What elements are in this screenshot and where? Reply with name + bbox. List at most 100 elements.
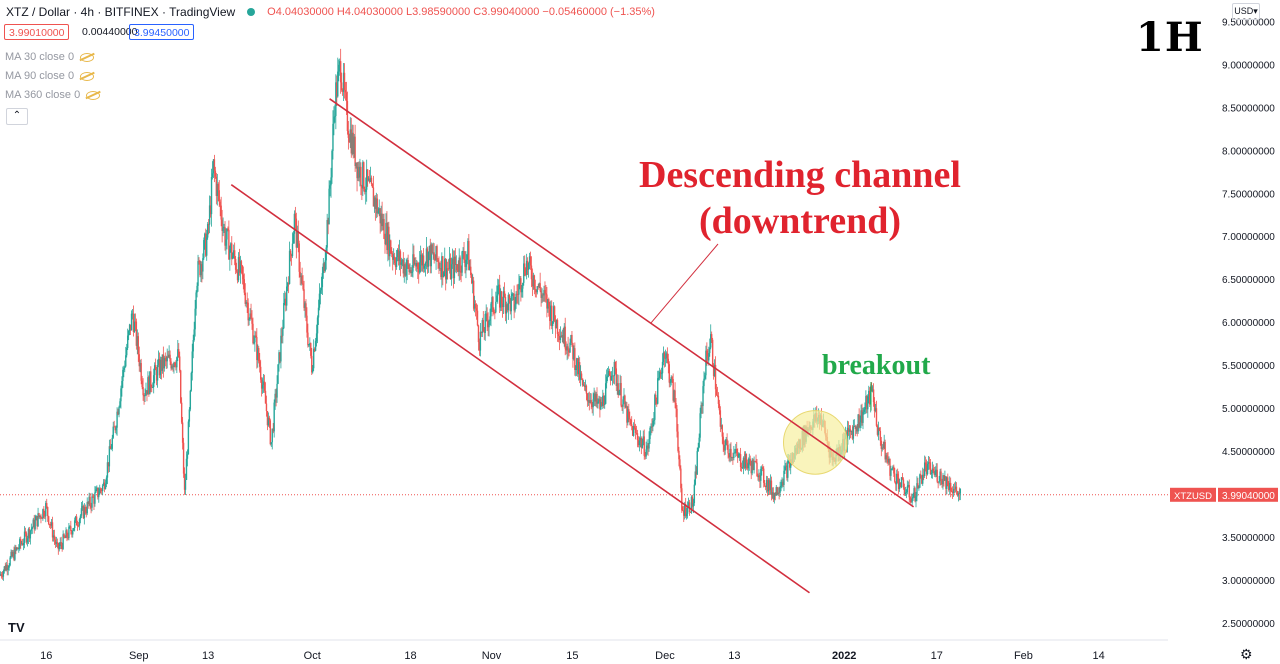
candle-body: [186, 454, 189, 459]
candle-body: [265, 403, 268, 412]
candle-body: [159, 359, 162, 376]
candle-body: [576, 358, 578, 369]
candle-body: [959, 488, 962, 494]
candle-body: [284, 298, 286, 304]
candle-body: [522, 282, 524, 289]
candle-body: [248, 318, 250, 321]
candle-body: [766, 479, 769, 492]
candle-body: [171, 365, 173, 369]
candle-body: [30, 528, 33, 531]
sell-price-button[interactable]: 3.99010000: [4, 24, 70, 40]
candle-body: [755, 461, 757, 463]
indicator-ma360[interactable]: MA 360 close 0: [5, 89, 101, 101]
candle-body: [188, 409, 191, 422]
candle-body: [548, 299, 550, 307]
candle-body: [81, 505, 84, 509]
candle-body: [896, 473, 899, 478]
candle-body: [275, 393, 277, 398]
candle-body: [124, 366, 126, 369]
candle-body: [92, 496, 94, 498]
candle-body: [924, 462, 927, 466]
tradingview-logo[interactable]: TV: [8, 620, 25, 635]
x-tick-label: Dec: [655, 650, 675, 662]
candle-body: [667, 358, 670, 365]
candle-body: [903, 487, 906, 495]
candle-body: [61, 544, 63, 549]
candle-body: [225, 239, 227, 246]
candle-body: [646, 445, 648, 450]
candle-body: [538, 283, 540, 287]
candle-body: [614, 361, 617, 369]
y-tick-label: 6.00000000: [1222, 318, 1275, 329]
candle-body: [947, 477, 949, 486]
candle-body: [200, 264, 202, 276]
candle-body: [519, 278, 521, 285]
candle-body: [308, 344, 310, 346]
candle-body: [869, 390, 871, 405]
candle-body: [720, 425, 723, 427]
hidden-eye-icon[interactable]: [80, 52, 95, 62]
candle-body: [418, 262, 421, 273]
candle-body: [946, 477, 948, 489]
indicator-ma90[interactable]: MA 90 close 0: [5, 70, 95, 82]
collapse-indicators-button[interactable]: ⌃: [6, 108, 28, 125]
candle-body: [608, 370, 611, 376]
candle-body: [305, 303, 307, 316]
candle-body: [350, 129, 352, 154]
candle-body: [20, 543, 23, 545]
candle-body: [593, 393, 595, 400]
candle-body: [297, 231, 299, 244]
candle-body: [249, 313, 251, 319]
candle-body: [471, 280, 474, 284]
candle-body: [377, 210, 379, 214]
candle-body: [180, 402, 183, 423]
candle-body: [393, 256, 396, 264]
channel-line-lower: [230, 184, 810, 594]
candle-body: [75, 516, 78, 526]
candle-body: [670, 376, 672, 383]
candle-body: [683, 510, 685, 516]
candle-body: [421, 255, 424, 266]
y-axis[interactable]: 2.500000003.000000003.500000004.00000000…: [1168, 0, 1280, 664]
candle-body: [594, 393, 596, 402]
symbol-header: XTZ / Dollar · 4h · BITFINEX · TradingVi…: [6, 5, 655, 19]
candle-body: [439, 267, 441, 269]
candle-body: [11, 551, 13, 557]
candle-body: [694, 471, 697, 485]
candle-body: [126, 335, 129, 349]
candle-body: [45, 503, 47, 517]
candle-body: [84, 506, 86, 513]
candle-body: [338, 64, 340, 72]
candle-body: [237, 257, 240, 281]
candle-body: [195, 292, 197, 309]
x-axis[interactable]: 16 Sep 13 Oct 18 Nov 15 Dec 13 2022 17 Feb 14: [0, 639, 1168, 662]
candle-body: [945, 476, 947, 489]
hidden-eye-icon[interactable]: [86, 90, 101, 100]
candle-body: [405, 268, 407, 276]
candle-body: [271, 428, 273, 443]
candle-body: [27, 529, 30, 539]
candle-body: [510, 296, 512, 312]
candle-body: [770, 480, 773, 495]
candle-body: [67, 537, 69, 538]
candle-body: [736, 449, 738, 454]
candle-body: [448, 258, 451, 269]
hidden-eye-icon[interactable]: [80, 71, 95, 81]
candle-body: [351, 132, 353, 154]
candle-body: [932, 468, 935, 472]
candle-body: [851, 431, 854, 439]
candle-body: [259, 361, 261, 367]
candle-body: [930, 472, 933, 475]
candle-body: [499, 291, 502, 308]
currency-select[interactable]: USD▾: [1232, 3, 1260, 20]
gear-icon[interactable]: ⚙: [1240, 646, 1253, 662]
candle-body: [334, 115, 336, 117]
symbol-title[interactable]: XTZ / Dollar · 4h · BITFINEX · TradingVi…: [6, 5, 236, 19]
candle-body: [370, 177, 373, 184]
candle-body: [422, 255, 425, 269]
candle-body: [435, 246, 437, 261]
candle-body: [883, 442, 885, 448]
buy-price-button[interactable]: 3.99450000: [129, 24, 195, 40]
indicator-ma30[interactable]: MA 30 close 0: [5, 51, 95, 63]
